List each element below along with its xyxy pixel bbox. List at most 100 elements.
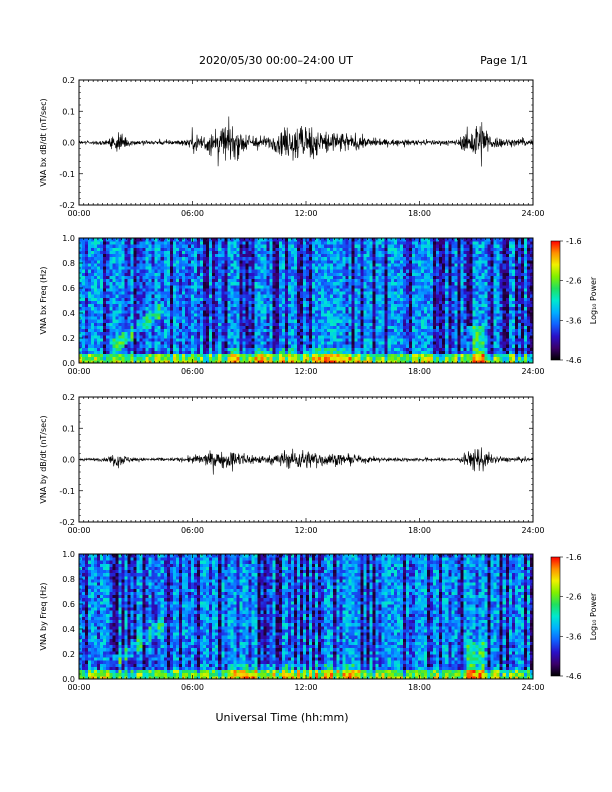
spectrogram-cell xyxy=(399,247,404,251)
spectrogram-cell xyxy=(94,303,98,308)
spectrogram-cell xyxy=(218,244,222,248)
spectrogram-cell xyxy=(190,288,195,292)
spectrogram-cell xyxy=(224,238,228,242)
spectrogram-cell xyxy=(79,359,83,364)
spectrogram-cell xyxy=(269,294,274,298)
spectrogram-cell xyxy=(112,281,116,286)
spectrogram-cell xyxy=(402,247,407,251)
spectrogram-cell xyxy=(187,288,192,292)
spectrogram-cell xyxy=(230,300,234,305)
spectrogram-cell xyxy=(94,313,98,317)
spectrogram-cell xyxy=(405,256,410,261)
spectrogram-cell xyxy=(414,353,419,358)
spectrogram-cell xyxy=(206,263,210,267)
spectrogram-cell xyxy=(330,238,334,242)
spectrogram-cell xyxy=(172,253,177,258)
spectrogram-cell xyxy=(357,247,361,251)
spectrogram-cell xyxy=(414,241,419,245)
spectrogram-cell xyxy=(133,331,137,336)
spectrogram-cell xyxy=(351,253,355,258)
spectrogram-cell xyxy=(342,319,346,323)
spectrogram-cell xyxy=(233,266,237,270)
spectrogram-cell xyxy=(251,353,255,358)
spectrogram-cell xyxy=(290,338,295,342)
spectrogram-cell xyxy=(369,331,373,336)
spectrogram-cell xyxy=(145,309,150,314)
spectrogram-cell xyxy=(272,309,277,314)
spectrogram-cell xyxy=(278,316,283,320)
spectrogram-cell xyxy=(324,281,328,286)
spectrogram-cell xyxy=(82,294,86,298)
spectrogram-cell xyxy=(118,334,122,339)
spectrogram-cell xyxy=(339,341,343,345)
spectrogram-cell xyxy=(227,250,231,255)
spectrogram-cell xyxy=(345,238,349,242)
spectrogram-cell xyxy=(187,281,192,286)
spectrogram-cell xyxy=(103,284,107,289)
spectrogram-cell xyxy=(318,338,322,342)
spectrogram-cell xyxy=(372,347,377,351)
spectrogram-cell xyxy=(278,275,283,280)
spectrogram-cell xyxy=(133,322,137,326)
spectrogram-cell xyxy=(366,284,370,289)
spectrogram-cell xyxy=(178,344,183,348)
spectrogram-cell xyxy=(136,250,140,255)
spectrogram-cell xyxy=(351,313,355,317)
spectrogram-cell xyxy=(106,356,110,361)
spectrogram-cell xyxy=(206,266,210,270)
spectrogram-cell xyxy=(112,353,116,358)
spectrogram-cell xyxy=(290,284,295,289)
spectrogram-cell xyxy=(118,238,122,242)
spectrogram-cell xyxy=(302,256,307,261)
spectrogram-cell xyxy=(369,325,373,330)
spectrogram-cell xyxy=(148,244,153,248)
spectrogram-cell xyxy=(269,313,274,317)
spectrogram-cell xyxy=(230,325,234,330)
spectrogram-cell xyxy=(339,344,343,348)
spectrogram-cell xyxy=(306,331,310,336)
spectrogram-cell xyxy=(299,341,304,345)
spectrogram-cell xyxy=(357,269,361,273)
spectrogram-cell xyxy=(163,294,168,298)
spectrogram-cell xyxy=(109,297,113,301)
spectrogram-cell xyxy=(127,334,131,339)
spectrogram-cell xyxy=(224,322,228,326)
spectrogram-cell xyxy=(399,309,404,314)
x-tick-label: 06:00 xyxy=(181,209,204,218)
spectrogram-cell xyxy=(296,313,301,317)
spectrogram-cell xyxy=(351,266,355,270)
spectrogram-cell xyxy=(411,281,416,286)
spectrogram-cell xyxy=(296,269,301,273)
spectrogram-cell xyxy=(224,241,228,245)
spectrogram-cell xyxy=(330,325,334,330)
spectrogram-cell xyxy=(424,244,428,248)
spectrogram-cell xyxy=(408,334,413,339)
spectrogram-cell xyxy=(79,328,83,333)
spectrogram-cell xyxy=(236,359,240,364)
spectrogram-cell xyxy=(402,250,407,255)
spectrogram-cell xyxy=(127,250,131,255)
spectrogram-cell xyxy=(278,306,283,311)
spectrogram-cell xyxy=(327,278,331,283)
spectrogram-cell xyxy=(357,328,361,333)
spectrogram-cell xyxy=(360,291,364,295)
spectrogram-cell xyxy=(372,256,377,261)
spectrogram-cell xyxy=(187,284,192,289)
spectrogram-cell xyxy=(275,344,280,348)
spectrogram-cell xyxy=(109,306,113,311)
spectrogram-cell xyxy=(424,281,428,286)
spectrogram-cell xyxy=(145,328,150,333)
spectrogram-cell xyxy=(424,344,428,348)
spectrogram-cell xyxy=(151,328,156,333)
spectrogram-cell xyxy=(133,275,137,280)
spectrogram-cell xyxy=(254,325,258,330)
spectrogram-cell xyxy=(351,250,355,255)
spectrogram-cell xyxy=(306,356,310,361)
spectrogram-cell xyxy=(227,334,231,339)
spectrogram-cell xyxy=(321,322,325,326)
spectrogram-cell xyxy=(384,356,389,361)
spectrogram-cell xyxy=(408,322,413,326)
spectrogram-cell xyxy=(130,263,134,267)
spectrogram-cell xyxy=(281,338,286,342)
spectrogram-cell xyxy=(390,294,395,298)
